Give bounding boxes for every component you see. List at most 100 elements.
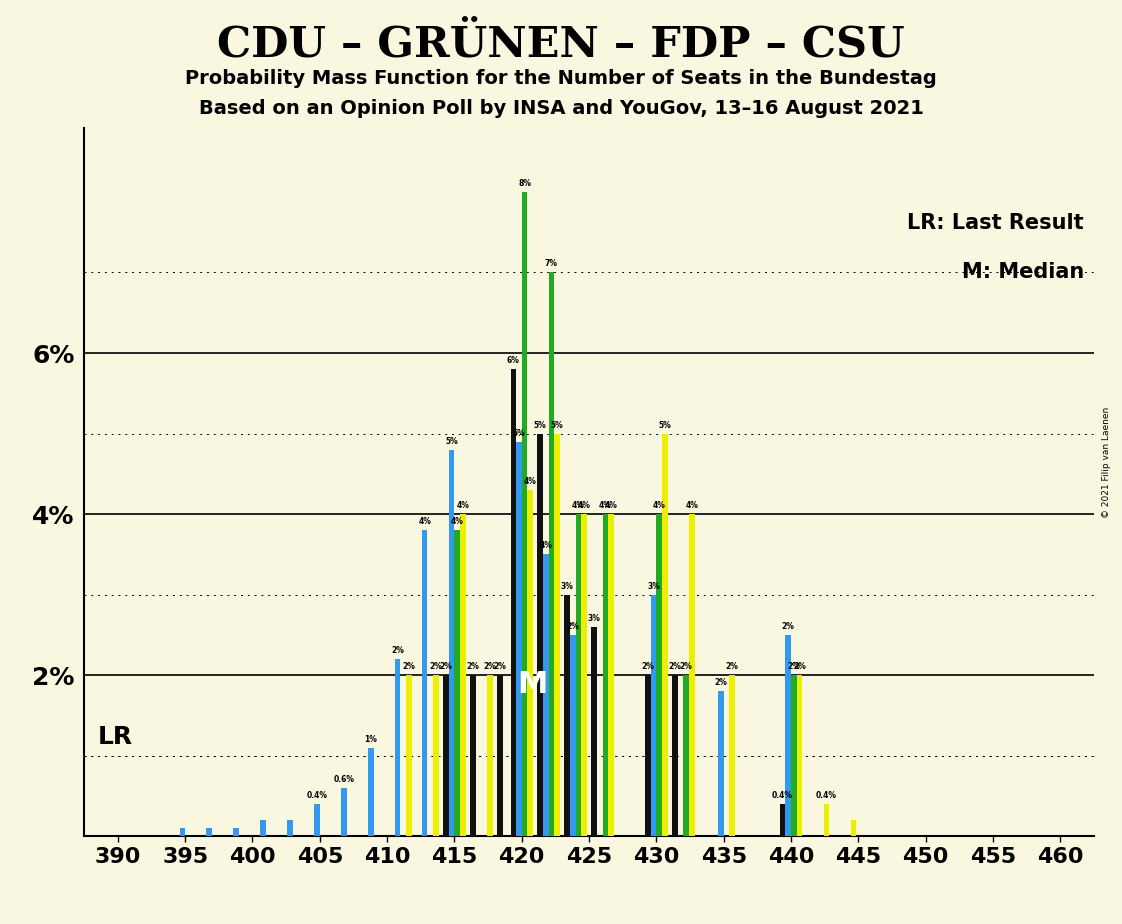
Bar <box>460 514 466 836</box>
Bar <box>341 788 347 836</box>
Bar <box>791 675 797 836</box>
Text: 4%: 4% <box>653 501 665 510</box>
Bar <box>368 748 374 836</box>
Bar <box>260 821 266 836</box>
Bar <box>564 595 570 836</box>
Text: 3%: 3% <box>647 581 660 590</box>
Text: Based on an Opinion Poll by INSA and YouGov, 13–16 August 2021: Based on an Opinion Poll by INSA and You… <box>199 99 923 118</box>
Text: 2%: 2% <box>782 622 794 631</box>
Bar <box>543 554 549 836</box>
Bar <box>651 595 656 836</box>
Text: 4%: 4% <box>524 477 536 486</box>
Text: 2%: 2% <box>467 663 479 671</box>
Text: LR: LR <box>98 725 132 749</box>
Text: 8%: 8% <box>518 179 531 188</box>
Text: 2%: 2% <box>680 663 692 671</box>
Bar <box>511 369 516 836</box>
Text: 2%: 2% <box>494 663 506 671</box>
Text: 2%: 2% <box>793 663 806 671</box>
Text: LR: Last Result: LR: Last Result <box>908 213 1084 233</box>
Text: © 2021 Filip van Laenen: © 2021 Filip van Laenen <box>1102 407 1111 517</box>
Text: 2%: 2% <box>403 663 415 671</box>
Text: 0.4%: 0.4% <box>772 791 793 800</box>
Bar <box>537 433 543 836</box>
Bar <box>395 659 401 836</box>
Bar <box>549 273 554 836</box>
Bar <box>470 675 476 836</box>
Bar <box>487 675 493 836</box>
Bar <box>570 635 576 836</box>
Bar <box>780 804 785 836</box>
Bar <box>422 530 427 836</box>
Text: 2%: 2% <box>642 663 654 671</box>
Text: 2%: 2% <box>440 663 452 671</box>
Bar <box>233 828 239 836</box>
Bar <box>314 804 320 836</box>
Text: M: M <box>517 670 548 699</box>
Bar <box>608 514 614 836</box>
Text: 4%: 4% <box>419 517 431 526</box>
Bar <box>662 433 668 836</box>
Text: Probability Mass Function for the Number of Seats in the Bundestag: Probability Mass Function for the Number… <box>185 69 937 89</box>
Bar <box>683 675 689 836</box>
Text: 4%: 4% <box>457 501 469 510</box>
Bar <box>454 530 460 836</box>
Text: 5%: 5% <box>445 437 458 445</box>
Bar <box>433 675 439 836</box>
Bar <box>449 450 454 836</box>
Bar <box>180 828 185 836</box>
Bar <box>497 675 503 836</box>
Text: 2%: 2% <box>567 622 579 631</box>
Text: 5%: 5% <box>551 420 563 430</box>
Bar <box>824 804 829 836</box>
Text: 0.4%: 0.4% <box>306 791 328 800</box>
Bar <box>672 675 678 836</box>
Text: 2%: 2% <box>392 646 404 655</box>
Text: 4%: 4% <box>451 517 463 526</box>
Text: CDU – GRÜNEN – FDP – CSU: CDU – GRÜNEN – FDP – CSU <box>218 23 904 65</box>
Bar <box>522 192 527 836</box>
Text: 4%: 4% <box>540 541 552 551</box>
Bar <box>406 675 412 836</box>
Text: 3%: 3% <box>588 614 600 623</box>
Bar <box>527 490 533 836</box>
Text: 5%: 5% <box>513 429 525 438</box>
Bar <box>850 821 856 836</box>
Bar <box>287 821 293 836</box>
Bar <box>206 828 212 836</box>
Text: 1%: 1% <box>365 735 377 744</box>
Bar <box>603 514 608 836</box>
Text: 0.6%: 0.6% <box>333 775 355 784</box>
Text: 4%: 4% <box>572 501 585 510</box>
Bar <box>443 675 449 836</box>
Bar <box>689 514 695 836</box>
Bar <box>729 675 735 836</box>
Text: 2%: 2% <box>788 663 800 671</box>
Bar <box>581 514 587 836</box>
Text: 7%: 7% <box>545 260 558 269</box>
Text: 3%: 3% <box>561 581 573 590</box>
Text: 2%: 2% <box>715 678 727 687</box>
Bar <box>785 635 791 836</box>
Text: 4%: 4% <box>686 501 698 510</box>
Text: 5%: 5% <box>534 420 546 430</box>
Text: 4%: 4% <box>599 501 611 510</box>
Bar <box>576 514 581 836</box>
Bar <box>645 675 651 836</box>
Bar <box>656 514 662 836</box>
Text: 2%: 2% <box>484 663 496 671</box>
Bar <box>554 433 560 836</box>
Text: 2%: 2% <box>669 663 681 671</box>
Bar <box>591 626 597 836</box>
Bar <box>797 675 802 836</box>
Text: 2%: 2% <box>726 663 738 671</box>
Text: 4%: 4% <box>605 501 617 510</box>
Text: 4%: 4% <box>578 501 590 510</box>
Text: 5%: 5% <box>659 420 671 430</box>
Bar <box>718 691 724 836</box>
Text: 0.4%: 0.4% <box>816 791 837 800</box>
Bar <box>516 442 522 836</box>
Text: M: Median: M: Median <box>962 262 1084 282</box>
Text: 6%: 6% <box>507 356 519 365</box>
Text: 2%: 2% <box>430 663 442 671</box>
